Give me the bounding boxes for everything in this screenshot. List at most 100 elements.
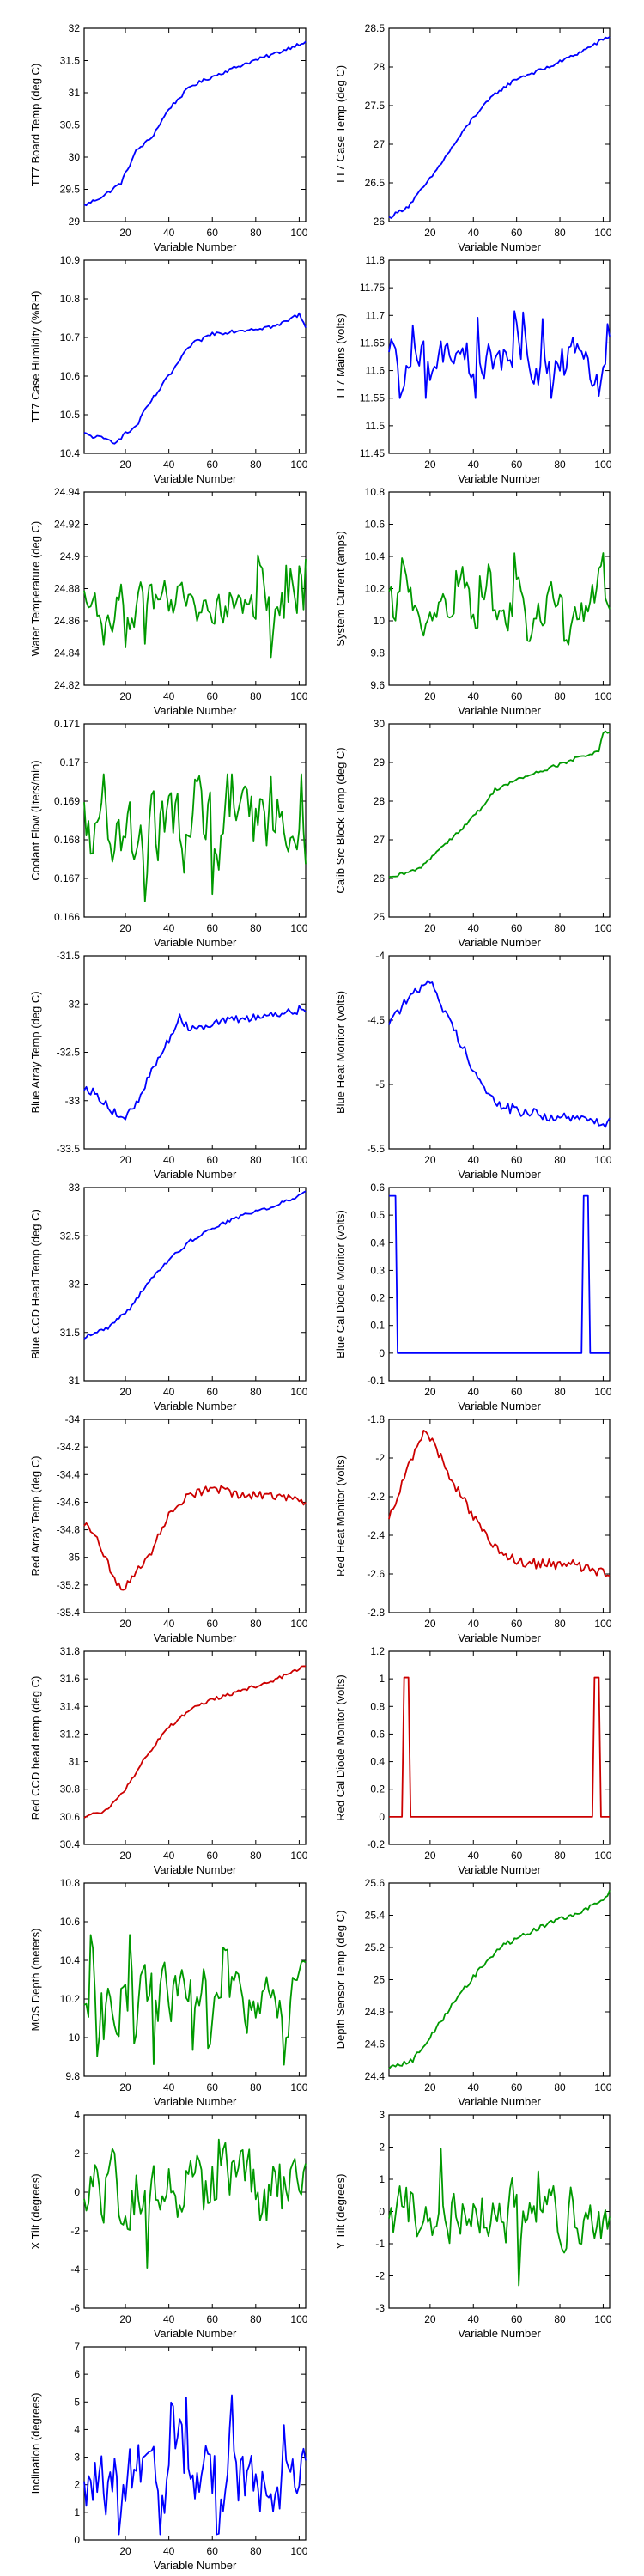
y-tick-label: 28.5: [365, 22, 386, 34]
x-tick-label: 60: [207, 227, 219, 239]
chart-red-cal-diode-monitor: 20 40 60 80 100 -0.2 0 0.2 0.4 0.6 0.8 1 1.2 Variable…: [334, 1645, 612, 1876]
x-tick-label: 20: [119, 2313, 131, 2325]
y-tick-label: -2: [375, 2270, 385, 2282]
x-tick-label: 40: [163, 459, 175, 471]
y-tick-label: 24.92: [54, 519, 80, 531]
x-tick-label: 40: [468, 227, 480, 239]
x-tick-label: 20: [119, 2081, 131, 2093]
y-tick-label: 10: [69, 2032, 81, 2044]
x-tick-label: 20: [119, 227, 131, 239]
x-tick-label: 80: [250, 2081, 262, 2093]
x-tick-label: 80: [250, 227, 262, 239]
plot-frame: [388, 1882, 611, 2077]
y-tick-label: 0.1: [370, 1320, 385, 1332]
y-tick-label: 2: [379, 2142, 385, 2154]
y-axis-label: TT7 Mains (volts): [334, 313, 347, 399]
y-tick-label: 31: [69, 1375, 81, 1387]
x-axis-label: Variable Number: [154, 2327, 237, 2340]
y-tick-label: 2: [74, 2479, 80, 2491]
y-tick-label: 0.3: [370, 1264, 385, 1276]
x-axis-label: Variable Number: [154, 472, 237, 485]
series-line: [83, 1934, 307, 2066]
chart-blue-ccd-head-temp: 20 40 60 80 100 31 31.5 32 32.5 33 Variable Number…: [29, 1182, 308, 1413]
y-tick-label: 7: [74, 2341, 80, 2353]
y-tick-label: 25.4: [365, 1910, 386, 1922]
y-tick-label: 31.2: [60, 1728, 81, 1740]
x-tick-label: 20: [119, 1154, 131, 1166]
y-tick-label: 31.8: [60, 1645, 81, 1657]
y-tick-label: -2: [375, 1452, 385, 1464]
y-tick-label: 31.6: [60, 1673, 81, 1685]
chart-depth-sensor-temp: 20 40 60 80 100 24.4 24.6 24.8 25 25.2 25.4 25.6 Var…: [334, 1877, 612, 2108]
x-axis-label: Variable Number: [458, 1400, 541, 1413]
x-axis-label: Variable Number: [154, 1863, 237, 1876]
x-tick-label: 60: [511, 1850, 523, 1862]
series-line: [388, 310, 611, 399]
y-tick-label: 0.4: [370, 1236, 385, 1249]
x-tick-label: 20: [119, 922, 131, 934]
y-tick-label: 10.4: [60, 1954, 81, 1966]
series-line: [388, 730, 611, 878]
plot-frame: [83, 955, 307, 1150]
x-tick-label: 60: [511, 2313, 523, 2325]
y-axis-label: TT7 Board Temp (deg C): [29, 64, 42, 187]
chart-water-temperature: 20 40 60 80 100 24.82 24.84 24.86 24.88 24.9 24.92…: [29, 486, 308, 717]
y-tick-label: 0.2: [370, 1292, 385, 1304]
y-tick-label: 26.5: [365, 177, 386, 189]
y-tick-label: -32.5: [57, 1047, 81, 1059]
x-tick-label: 40: [468, 922, 480, 934]
x-tick-label: 20: [119, 1618, 131, 1630]
x-tick-label: 20: [424, 1386, 436, 1398]
plot-frame: [83, 27, 307, 222]
y-tick-label: 0: [379, 1811, 385, 1823]
plot-frame: [388, 723, 611, 918]
y-tick-label: 24.8: [365, 2006, 386, 2018]
series-line: [83, 2138, 307, 2269]
y-tick-label: 32: [69, 1279, 81, 1291]
y-axis-label: Coolant Flow (liters/min): [29, 760, 42, 880]
x-tick-label: 40: [163, 1154, 175, 1166]
y-tick-label: 10.2: [60, 1993, 81, 2005]
y-tick-label: -33: [65, 1095, 81, 1107]
chart-x-tilt: 20 40 60 80 100 -6 -4 -2 0 2 4 Variable Number X Til…: [29, 2109, 308, 2340]
plot-frame: [388, 1187, 611, 1382]
x-tick-label: 40: [163, 2081, 175, 2093]
y-tick-label: 32.5: [60, 1230, 81, 1242]
y-tick-label: 0.169: [54, 795, 80, 807]
x-tick-label: 80: [554, 2313, 566, 2325]
x-tick-label: 60: [511, 2081, 523, 2093]
x-axis-label: Variable Number: [154, 936, 237, 949]
series-line: [83, 2394, 307, 2536]
x-tick-label: 40: [163, 227, 175, 239]
chart-inclination: 20 40 60 80 100 0 1 2 3 4 5 6 7 Variable Number Inclin…: [29, 2341, 308, 2572]
x-axis-label: Variable Number: [458, 472, 541, 485]
x-tick-label: 60: [207, 459, 219, 471]
chart-mos-depth: 20 40 60 80 100 9.8 10 10.2 10.4 10.6 10.8 Variable…: [29, 1877, 308, 2108]
x-axis-label: Variable Number: [154, 1631, 237, 1644]
x-tick-label: 100: [290, 1850, 307, 1862]
y-tick-label: -32: [65, 998, 81, 1010]
y-tick-label: 0.168: [54, 834, 80, 846]
y-tick-label: 10.6: [60, 370, 81, 382]
plot-frame: [83, 259, 307, 454]
y-tick-label: 11.6: [366, 365, 386, 377]
x-tick-label: 40: [468, 459, 480, 471]
x-tick-label: 100: [290, 459, 307, 471]
x-tick-label: 40: [163, 690, 175, 702]
chart-red-heat-monitor: 20 40 60 80 100 -2.8 -2.6 -2.4 -2.2 -2 -1.8 Variabl…: [334, 1413, 612, 1644]
y-tick-label: 11.8: [366, 254, 386, 266]
chart-tt7-case-humidity: 20 40 60 80 100 10.4 10.5 10.6 10.7 10.8 10.9 Varia…: [29, 254, 308, 485]
plot-frame: [388, 27, 611, 222]
x-tick-label: 80: [554, 1850, 566, 1862]
x-tick-label: 100: [594, 1386, 611, 1398]
plot-frame: [388, 1650, 611, 1845]
plot-frame: [83, 1419, 307, 1613]
y-tick-label: 10.8: [60, 293, 81, 305]
x-tick-label: 20: [119, 690, 131, 702]
y-tick-label: -0.1: [367, 1375, 385, 1387]
y-tick-label: 24.6: [365, 2038, 386, 2050]
y-axis-label: Red Array Temp (deg C): [29, 1456, 42, 1577]
x-tick-label: 80: [554, 690, 566, 702]
y-tick-label: 10.8: [365, 486, 386, 498]
series-line: [83, 312, 307, 445]
